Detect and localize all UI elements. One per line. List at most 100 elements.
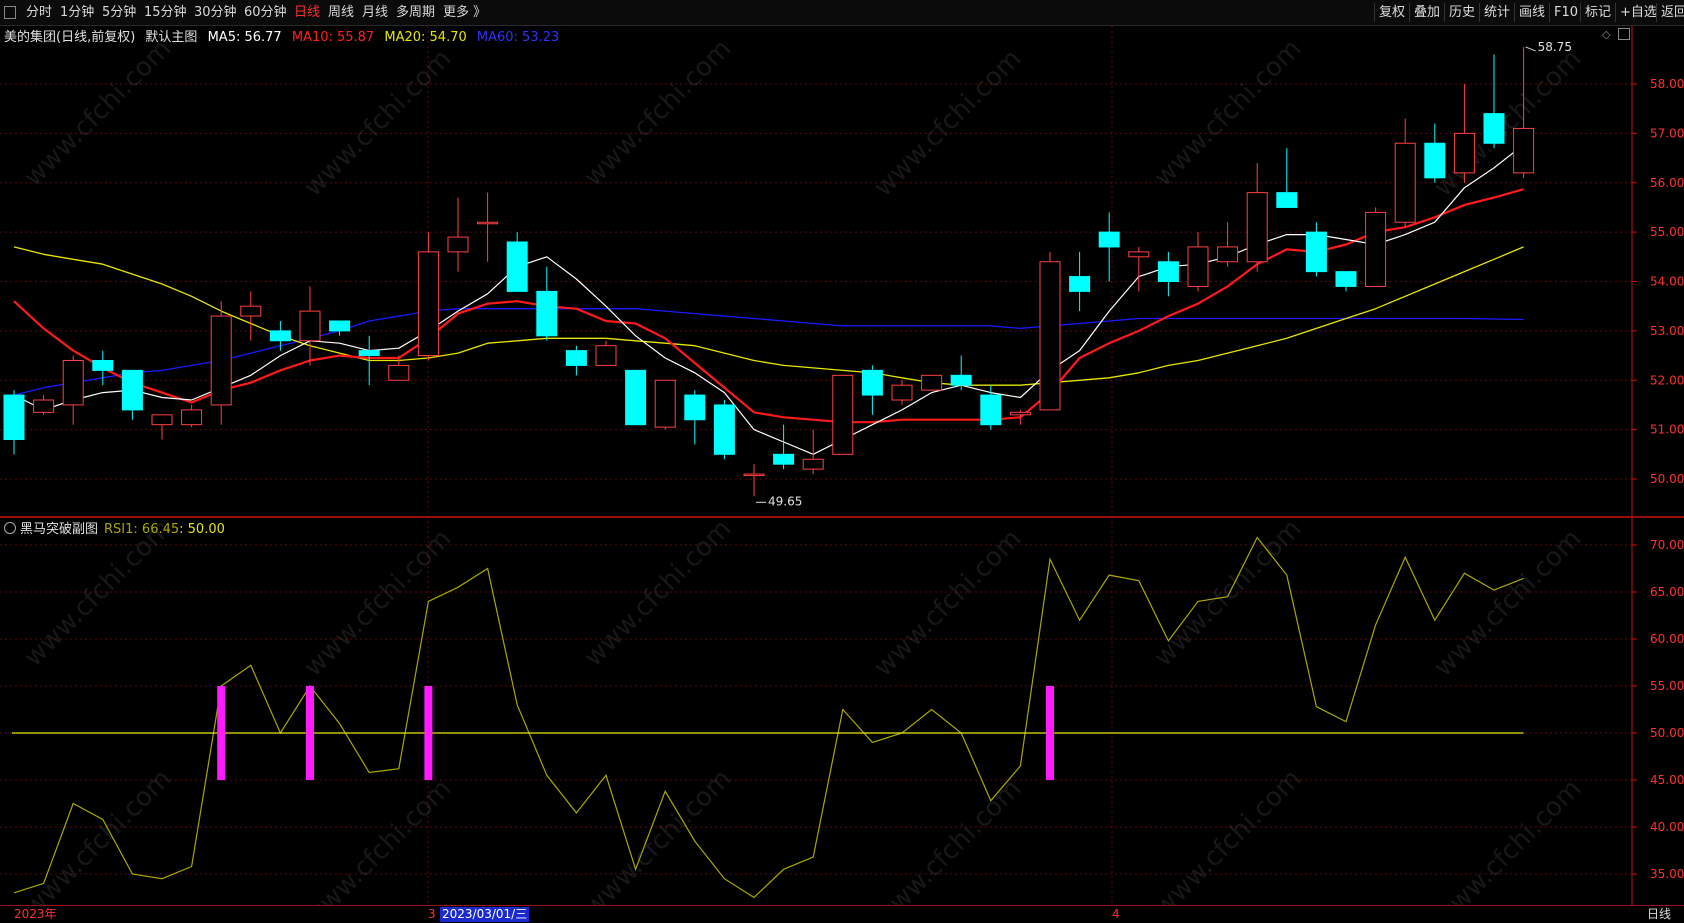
candles bbox=[3, 46, 1535, 497]
candle bbox=[210, 301, 232, 425]
period-tab-5[interactable]: 60分钟 bbox=[244, 5, 287, 20]
candle-body bbox=[1098, 231, 1120, 248]
toolbar-button-4[interactable]: 画线 bbox=[1514, 3, 1549, 22]
ma5-label: MA5: 56.77 bbox=[207, 30, 282, 45]
toolbar-button-7[interactable]: +自选 bbox=[1615, 3, 1661, 22]
watermark-6: www.cfchi.com bbox=[18, 514, 177, 673]
period-tab-6[interactable]: 日线 bbox=[294, 5, 321, 20]
candle-body bbox=[151, 414, 173, 426]
candle-body bbox=[1424, 142, 1446, 179]
watermark-12: www.cfchi.com bbox=[18, 764, 177, 922]
period-tab-10[interactable]: 更多 》 bbox=[443, 5, 487, 20]
toolbar-button-8[interactable]: 返回 bbox=[1656, 3, 1684, 22]
stock-name[interactable]: 美的集团(日线,前复权) bbox=[4, 30, 136, 45]
candle bbox=[447, 197, 469, 272]
watermark-17: www.cfchi.com bbox=[1428, 774, 1587, 922]
candle bbox=[595, 340, 617, 366]
candle-body bbox=[92, 360, 114, 371]
candle bbox=[1483, 54, 1505, 149]
watermark-9: www.cfchi.com bbox=[868, 524, 1027, 683]
candle-body bbox=[1365, 211, 1387, 287]
sub-tick-label-7: 35.00 bbox=[1650, 867, 1684, 881]
candle-body bbox=[625, 369, 647, 426]
toolbar-button-6[interactable]: 标记 bbox=[1580, 3, 1615, 22]
candle-body bbox=[506, 241, 528, 292]
candle-body bbox=[3, 394, 25, 440]
candle bbox=[121, 369, 143, 420]
candle bbox=[1039, 251, 1061, 411]
candle bbox=[536, 266, 558, 341]
candle bbox=[625, 369, 647, 426]
toolbar-button-5[interactable]: F10 bbox=[1549, 3, 1582, 22]
price-axis: 58.00 57.00 56.00 55.00 54.00 53.00 52.00 51.00… bbox=[0, 26, 1684, 905]
candle-body bbox=[832, 374, 854, 455]
candle bbox=[151, 414, 173, 440]
candle-body bbox=[1513, 127, 1535, 174]
panel-toggle-icon[interactable] bbox=[1618, 28, 1630, 40]
toolbar-button-2[interactable]: 历史 bbox=[1444, 3, 1479, 22]
period-tab-4[interactable]: 30分钟 bbox=[194, 5, 237, 20]
candle bbox=[684, 390, 706, 445]
period-label[interactable]: 日线 bbox=[1647, 907, 1672, 921]
period-tab-2[interactable]: 5分钟 bbox=[102, 5, 137, 20]
main-template-label[interactable]: 默认主图 bbox=[145, 30, 198, 45]
watermark-8: www.cfchi.com bbox=[578, 514, 737, 673]
candle-body bbox=[1217, 246, 1239, 263]
candle-body bbox=[1069, 276, 1091, 292]
main-tick-label-8: 50.00 bbox=[1650, 472, 1684, 486]
candle-body bbox=[1009, 411, 1031, 416]
watermark-1: www.cfchi.com bbox=[298, 44, 457, 203]
candle bbox=[1157, 251, 1179, 297]
candle-body bbox=[181, 409, 203, 426]
main-tick-label-5: 53.00 bbox=[1650, 324, 1684, 338]
main-tick-label-4: 54.00 bbox=[1650, 275, 1684, 289]
rsi-line bbox=[13, 536, 1524, 899]
candle bbox=[269, 321, 291, 351]
ma60-label: MA60: 53.23 bbox=[476, 30, 560, 45]
candle-body bbox=[329, 320, 351, 332]
period-tab-0[interactable]: 分时 bbox=[26, 5, 53, 20]
rsi-label: RSI1: 66.45 bbox=[104, 522, 180, 537]
ma10-label: MA10: 55.87 bbox=[291, 30, 375, 45]
candle-body bbox=[1276, 192, 1298, 208]
candle-body bbox=[240, 305, 262, 317]
period-tab-9[interactable]: 多周期 bbox=[396, 5, 436, 20]
candle-body bbox=[299, 310, 321, 342]
diamond-icon[interactable]: ◇ bbox=[1602, 28, 1611, 41]
moving-average-lines bbox=[13, 144, 1524, 455]
sub-chart-title[interactable]: 黑马突破副图 bbox=[20, 522, 99, 537]
main-tick-label-0: 58.00 bbox=[1650, 77, 1684, 91]
date-axis: 2023年 3 2023/03/01/三 4 日线 bbox=[0, 905, 1684, 923]
candle bbox=[921, 374, 943, 391]
restore-window-icon[interactable] bbox=[4, 6, 16, 19]
watermark-14: www.cfchi.com bbox=[578, 764, 737, 922]
price-annotations: 58.75 49.65 bbox=[756, 40, 1572, 508]
candle bbox=[1187, 232, 1209, 292]
ma60-line bbox=[13, 308, 1524, 396]
period-tab-7[interactable]: 周线 bbox=[328, 5, 355, 20]
candle bbox=[1128, 246, 1150, 292]
year-label: 2023年 bbox=[14, 907, 57, 921]
period-tab-1[interactable]: 1分钟 bbox=[60, 5, 95, 20]
sub-tick-label-2: 60.00 bbox=[1650, 632, 1684, 646]
main-tick-label-1: 57.00 bbox=[1650, 126, 1684, 140]
candle-body bbox=[1335, 271, 1357, 287]
main-legend: 美的集团(日线,前复权) 默认主图 MA5: 56.77 MA10: 55.87… bbox=[4, 26, 565, 45]
candle-body bbox=[477, 221, 499, 225]
candle-body bbox=[269, 330, 291, 342]
toolbar-button-0[interactable]: 复权 bbox=[1374, 3, 1409, 22]
sub-legend: 黑马突破副图 RSI1: 66.45: 50.00 bbox=[0, 518, 225, 537]
toolbar-button-1[interactable]: 叠加 bbox=[1409, 3, 1444, 22]
candle bbox=[3, 390, 25, 455]
signal-bar-2 bbox=[424, 686, 433, 780]
toolbar-button-3[interactable]: 统计 bbox=[1479, 3, 1514, 22]
candle bbox=[1069, 251, 1091, 312]
candle-body bbox=[773, 453, 795, 465]
period-tab-8[interactable]: 月线 bbox=[362, 5, 389, 20]
sub-tick-label-4: 50.00 bbox=[1650, 726, 1684, 740]
indicator-menu-icon[interactable] bbox=[4, 522, 16, 534]
candle-body bbox=[743, 473, 765, 477]
period-tab-3[interactable]: 15分钟 bbox=[144, 5, 187, 20]
candle bbox=[1305, 222, 1327, 277]
